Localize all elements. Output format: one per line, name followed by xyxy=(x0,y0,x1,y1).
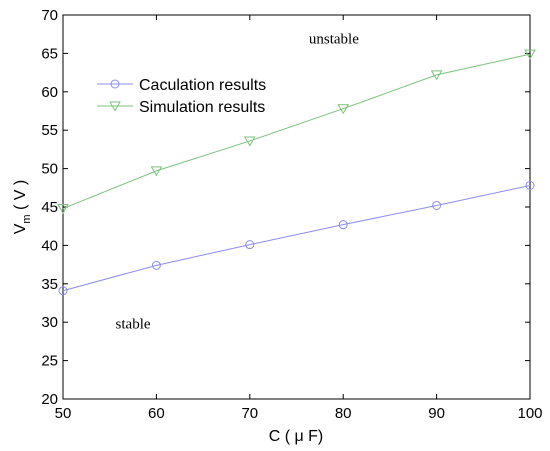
y-tick-label: 20 xyxy=(41,391,58,408)
x-axis-label: C ( μ F) xyxy=(269,428,324,445)
y-tick-label: 35 xyxy=(41,276,58,293)
y-tick-label: 40 xyxy=(41,237,58,254)
y-axis-label: Vm ( V ) xyxy=(12,180,33,235)
series-2 xyxy=(57,49,536,215)
series-line xyxy=(62,185,531,292)
y-tick-label: 70 xyxy=(41,7,58,24)
y-tick-label: 55 xyxy=(41,122,58,139)
annotation-unstable: unstable xyxy=(309,31,359,47)
circle-marker xyxy=(432,200,442,210)
triangle-marker xyxy=(150,166,163,177)
y-tick-label: 65 xyxy=(41,45,58,62)
legend-entry: Simulation results xyxy=(97,99,265,116)
x-tick-label: 50 xyxy=(55,405,72,422)
legend-entry: Caculation results xyxy=(97,77,266,94)
x-tick-label: 100 xyxy=(517,405,542,422)
triangle-marker-legend xyxy=(109,101,121,112)
legend-label: Caculation results xyxy=(139,77,266,94)
circle-marker xyxy=(338,220,348,230)
circle-marker xyxy=(58,286,68,296)
plot-area xyxy=(62,14,531,400)
axes-box xyxy=(62,14,531,400)
x-tick-label: 60 xyxy=(148,405,165,422)
y-tick-label: 45 xyxy=(41,199,58,216)
annotation-layer: unstable stable xyxy=(116,31,360,332)
y-tick-label: 60 xyxy=(41,84,58,101)
circle-marker-legend xyxy=(110,79,120,89)
axis-tick-labels: 50 60 70 80 90 100 20 25 30 35 40 45 50 55 60 65 70 xyxy=(41,7,542,422)
legend: Caculation results Simulation results xyxy=(97,77,266,116)
x-tick-label: 80 xyxy=(335,405,352,422)
triangle-marker xyxy=(337,104,350,115)
triangle-marker xyxy=(524,49,536,60)
triangle-marker xyxy=(57,204,69,215)
y-axis-label-rest: ( V ) xyxy=(12,180,29,215)
circle-marker xyxy=(525,180,535,190)
y-axis-label-subscript: m xyxy=(21,214,33,223)
circle-marker xyxy=(151,260,161,270)
triangle-marker xyxy=(243,136,256,147)
y-tick-label: 50 xyxy=(41,161,58,178)
circle-marker xyxy=(245,240,255,250)
series-line xyxy=(62,53,531,209)
annotation-stable: stable xyxy=(116,316,151,332)
axis-ticks xyxy=(62,14,531,400)
legend-label: Simulation results xyxy=(139,99,265,116)
series-1 xyxy=(58,180,535,296)
x-tick-label: 70 xyxy=(241,405,258,422)
triangle-marker xyxy=(430,70,443,81)
x-tick-label: 90 xyxy=(428,405,445,422)
y-tick-label: 25 xyxy=(41,353,58,370)
series-layer xyxy=(57,49,536,296)
y-axis-label-main: V xyxy=(12,223,29,234)
y-tick-label: 30 xyxy=(41,314,58,331)
